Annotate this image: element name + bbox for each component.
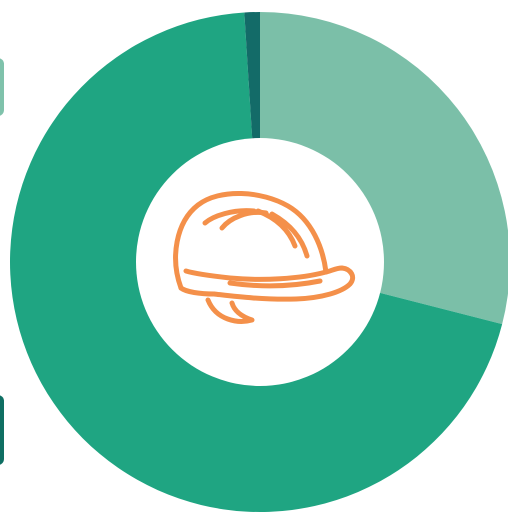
edge-tab-top — [0, 58, 4, 116]
center-disc — [136, 138, 384, 386]
hard-hat-icon — [173, 191, 356, 324]
edge-tab-bottom — [0, 395, 4, 465]
